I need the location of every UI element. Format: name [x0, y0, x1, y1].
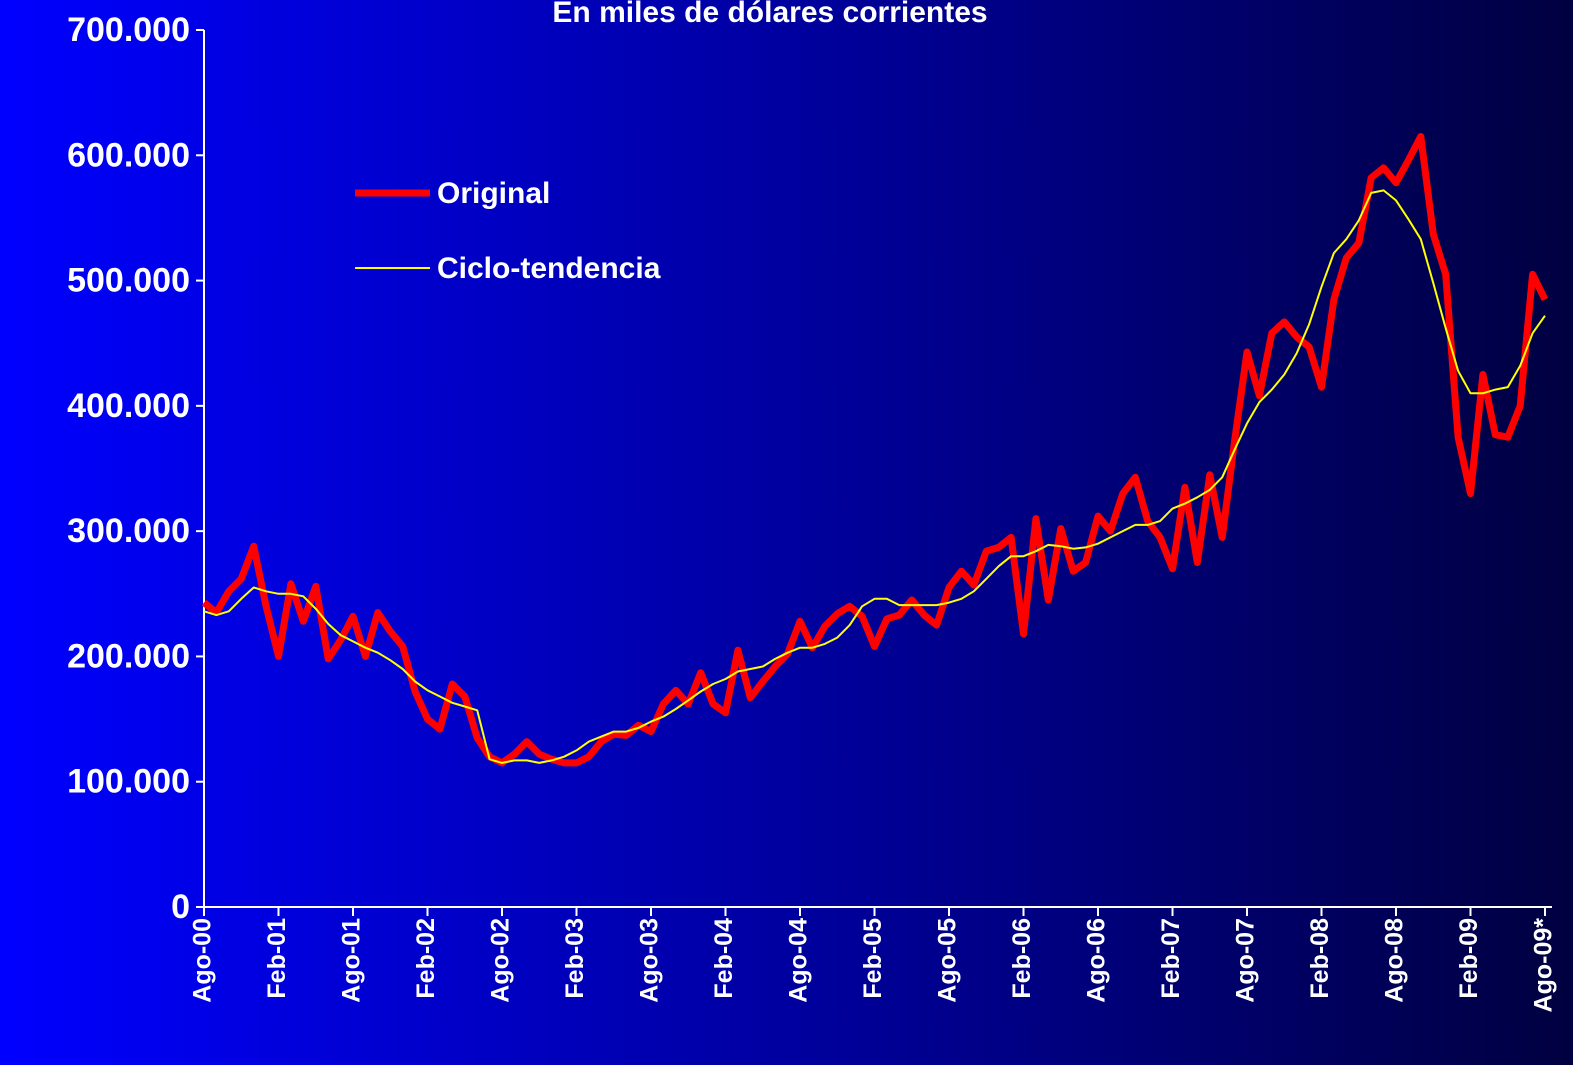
x-tick-label: Ago-07 [1232, 918, 1260, 1003]
y-tick-label: 700.000 [67, 11, 190, 49]
x-tick-label: Ago-08 [1381, 918, 1409, 1003]
x-tick-label: Ago-05 [934, 918, 962, 1003]
x-tick-label: Ago-06 [1083, 918, 1111, 1003]
x-tick-label: Ago-09* [1530, 918, 1558, 1013]
chart-title: En miles de dólares corrientes [552, 0, 987, 29]
y-tick-label: 400.000 [67, 387, 190, 425]
x-tick-label: Ago-04 [785, 918, 813, 1003]
y-tick-label: 0 [171, 888, 190, 926]
x-tick-label: Feb-06 [1008, 918, 1036, 999]
legend-label: Original [437, 177, 550, 210]
x-tick-label: Feb-09 [1455, 918, 1483, 999]
x-tick-label: Feb-07 [1157, 918, 1185, 999]
x-tick-label: Ago-01 [338, 918, 366, 1003]
y-tick-label: 200.000 [67, 637, 190, 675]
x-tick-label: Feb-08 [1306, 918, 1334, 999]
x-tick-label: Feb-01 [263, 918, 291, 999]
x-tick-label: Feb-04 [710, 918, 738, 999]
x-tick-label: Ago-00 [189, 918, 217, 1003]
y-tick-label: 300.000 [67, 512, 190, 550]
x-tick-label: Feb-03 [561, 918, 589, 999]
series-line [203, 189, 1546, 764]
x-tick-label: Feb-02 [412, 918, 440, 999]
y-tick-label: 100.000 [67, 763, 190, 801]
x-tick-label: Feb-05 [859, 918, 887, 999]
x-tick-label: Ago-02 [487, 918, 515, 1003]
x-tick-label: Ago-03 [636, 918, 664, 1003]
series-line [201, 133, 1549, 767]
legend-label: Ciclo-tendencia [437, 252, 661, 285]
y-tick-label: 600.000 [67, 136, 190, 174]
y-tick-label: 500.000 [67, 262, 190, 300]
